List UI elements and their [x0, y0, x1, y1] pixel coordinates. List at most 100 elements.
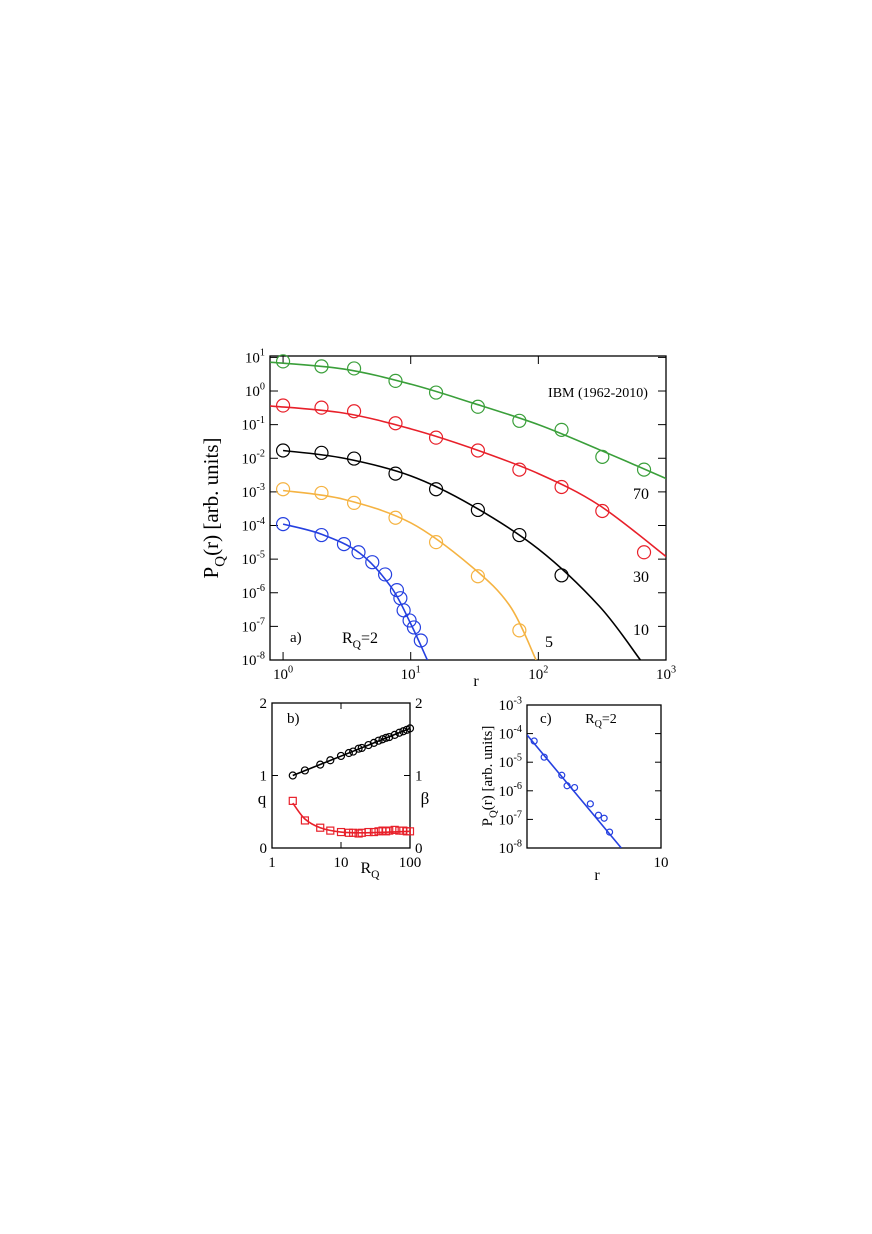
data-point — [336, 751, 346, 761]
panel-label: b) — [287, 711, 300, 727]
y-tick-label: 10-8 — [242, 650, 266, 669]
x-tick-label-exp: 0 — [288, 664, 293, 675]
data-point — [336, 536, 352, 552]
y-axis-label: PQ(r) [arb. units] — [480, 726, 500, 827]
data-point — [354, 744, 363, 753]
plot-area — [292, 727, 410, 834]
data-point — [344, 828, 353, 837]
series-label: RQ=2 — [342, 630, 378, 651]
y-tick-label: 10-6 — [242, 583, 266, 602]
data-point — [326, 826, 335, 835]
y-tick-label-label: 10 — [499, 784, 514, 800]
data-point — [388, 373, 403, 388]
y2-axis-label: β — [421, 789, 430, 808]
data-point — [385, 732, 394, 742]
y-tick-label-exp: 0 — [260, 381, 265, 392]
data-point — [314, 527, 329, 543]
data-point — [369, 827, 379, 837]
annotation: RQ=2 — [585, 712, 617, 730]
y-tick-label-label: 10 — [242, 418, 257, 434]
x-tick-label-exp: 3 — [671, 664, 676, 675]
y-tick-label-exp: -2 — [257, 449, 266, 460]
y-tick-label-label: 10 — [242, 451, 257, 467]
series-label: 10 — [633, 622, 649, 639]
y-axis-label: PQ(r) [arb. units] — [199, 438, 228, 579]
data-point — [428, 430, 444, 445]
panel-label: c) — [540, 711, 552, 727]
annotation-main: R — [585, 712, 595, 727]
y2-tick-label: 0 — [415, 841, 423, 857]
data-point — [595, 503, 610, 519]
data-point — [594, 811, 603, 819]
data-point — [381, 733, 391, 742]
data-point — [314, 485, 329, 501]
x-tick-label-exp: 2 — [543, 664, 548, 675]
data-point — [512, 623, 527, 638]
data-point — [300, 766, 310, 775]
data-point — [570, 783, 579, 792]
series-label-rest: =2 — [361, 630, 378, 647]
y-axis-label-rest: (r) [arb. units] — [199, 438, 223, 556]
data-point — [395, 728, 404, 737]
fit-line — [270, 405, 666, 558]
data-point — [369, 738, 379, 747]
y-tick-label-exp: 1 — [260, 348, 265, 359]
y-tick-label: 2 — [260, 696, 268, 712]
data-point — [428, 535, 444, 550]
x-tick-label-label: 10 — [528, 667, 543, 683]
plot-frame — [526, 704, 662, 849]
data-point — [346, 451, 362, 466]
x-tick-label-label: 10 — [401, 667, 416, 683]
y-tick-label: 10-8 — [499, 838, 523, 857]
y-tick-label-label: 10 — [242, 586, 257, 602]
series-label-sub: Q — [353, 639, 362, 651]
y-tick-label-label: 10 — [242, 653, 257, 669]
y-tick-label: 10-3 — [499, 695, 523, 714]
data-point — [377, 567, 393, 582]
x-tick-label: 101 — [401, 664, 421, 683]
x-tick-label: 10 — [654, 855, 669, 871]
y-tick-label: 10-3 — [242, 482, 266, 501]
x-tick-label-label: 10 — [273, 667, 288, 683]
data-point — [512, 413, 527, 428]
y-axis-label: q — [258, 789, 267, 808]
data-point — [349, 828, 358, 837]
data-point — [275, 398, 291, 413]
x-axis-label-sub: Q — [371, 869, 380, 881]
y-tick-label-exp: -8 — [514, 838, 523, 849]
data-point — [346, 404, 362, 419]
y-axis-label-main: P — [480, 818, 496, 826]
fit-line — [282, 449, 642, 660]
y-axis-label-main: P — [199, 567, 223, 579]
data-point — [288, 771, 297, 780]
data-point — [275, 517, 291, 532]
data-point — [389, 582, 405, 598]
x-tick-label-label: 10 — [656, 667, 671, 683]
y-tick-label-exp: -5 — [257, 549, 266, 560]
data-point — [595, 449, 610, 464]
y-tick-label-exp: -4 — [257, 516, 266, 527]
data-point — [288, 796, 297, 805]
data-point — [346, 361, 362, 376]
data-point — [388, 510, 403, 525]
data-point — [364, 827, 373, 837]
annotation-sub: Q — [595, 719, 603, 730]
data-point — [357, 743, 366, 753]
data-point — [428, 385, 444, 400]
y-tick-label-exp: -1 — [257, 415, 266, 426]
data-point — [388, 466, 403, 481]
y-tick-label: 101 — [245, 348, 265, 367]
annotation-rest: =2 — [602, 712, 617, 727]
data-point — [470, 569, 485, 584]
plot-frame — [269, 355, 667, 661]
fit-line — [270, 361, 666, 480]
data-point — [364, 740, 373, 750]
y-tick-label: 10-5 — [242, 549, 266, 568]
y-tick-label: 10-1 — [242, 415, 266, 434]
y-tick-label-label: 10 — [245, 384, 260, 400]
y-axis-label-sub: Q — [212, 556, 228, 567]
data-point — [428, 482, 444, 497]
y-axis-label-sub: Q — [488, 810, 500, 818]
data-point — [470, 502, 485, 518]
